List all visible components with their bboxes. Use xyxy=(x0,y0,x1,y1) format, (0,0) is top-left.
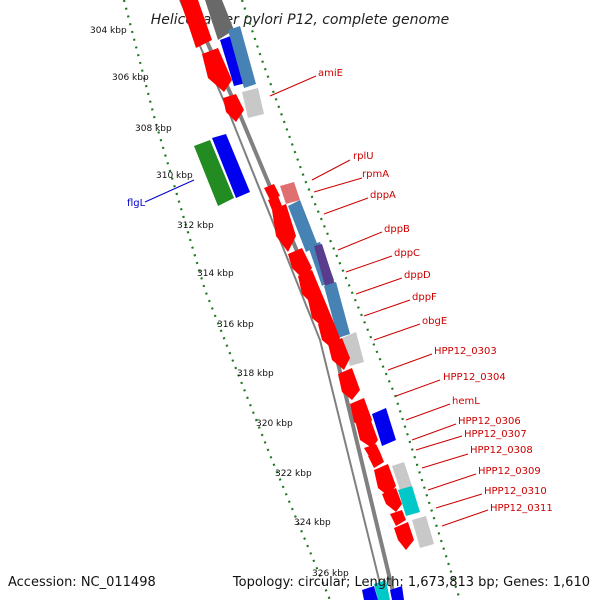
gene-label-HPP12_0306[interactable]: HPP12_0306 xyxy=(458,416,521,427)
genome-summary-text: Topology: circular; Length: 1,673,813 bp… xyxy=(232,575,590,590)
gene-arrow[interactable] xyxy=(223,94,244,122)
gene-arrow[interactable] xyxy=(412,516,434,548)
gene-arrow[interactable] xyxy=(202,48,232,92)
gene-label-dppD[interactable]: dppD xyxy=(404,270,431,281)
gene-arrow[interactable] xyxy=(374,580,390,600)
gene-arrow[interactable] xyxy=(382,488,402,512)
gene-label-obgE[interactable]: obgE xyxy=(422,316,447,327)
gene-arrow[interactable] xyxy=(374,464,396,496)
gene-arrow[interactable] xyxy=(338,368,360,400)
tick-label: 308 kbp xyxy=(135,124,172,134)
gene-arrow[interactable] xyxy=(212,134,250,198)
gene-label-rplU[interactable]: rplU xyxy=(353,151,374,162)
gene-label-dppF[interactable]: dppF xyxy=(412,292,437,303)
gene-label-HPP12_0311[interactable]: HPP12_0311 xyxy=(490,503,553,514)
tick-label: 314 kbp xyxy=(197,269,234,279)
gene-arrow[interactable] xyxy=(280,182,300,204)
backbone-line-inner xyxy=(179,0,385,600)
gene-label-dppB[interactable]: dppB xyxy=(384,224,410,235)
gene-label-hemL[interactable]: hemL xyxy=(452,396,480,407)
gene-arrow[interactable] xyxy=(272,204,296,252)
tick-label: 304 kbp xyxy=(90,26,127,36)
tick-label: 306 kbp xyxy=(112,73,149,83)
gene-arrow[interactable] xyxy=(308,294,332,328)
gene-arrow[interactable] xyxy=(328,338,350,370)
gene-label-flgL[interactable]: flgL xyxy=(127,198,146,209)
gene-arrow[interactable] xyxy=(268,196,282,210)
gene-arrow[interactable] xyxy=(398,486,420,516)
accession-text: Accession: NC_011498 xyxy=(8,575,156,590)
gene-arrow[interactable] xyxy=(364,444,380,458)
tick-label: 322 kbp xyxy=(275,469,312,479)
gene-label-dppC[interactable]: dppC xyxy=(394,248,420,259)
gene-label-rpmA[interactable]: rpmA xyxy=(362,169,389,180)
gene-arrow[interactable] xyxy=(288,248,312,280)
gene-arrow[interactable] xyxy=(228,26,256,88)
gene-arrow[interactable] xyxy=(392,462,412,490)
gene-arrow[interactable] xyxy=(242,88,264,118)
gene-label-HPP12_0308[interactable]: HPP12_0308 xyxy=(470,445,533,456)
gene-arrow[interactable] xyxy=(356,418,378,448)
gene-label-HPP12_0307[interactable]: HPP12_0307 xyxy=(464,429,527,440)
gene-arrow[interactable] xyxy=(288,200,318,252)
tick-label: 318 kbp xyxy=(237,369,274,379)
gene-arrow[interactable] xyxy=(324,282,350,338)
tick-label: 326 kbp xyxy=(312,569,349,579)
gene-label-HPP12_0309[interactable]: HPP12_0309 xyxy=(478,466,541,477)
gene-arrow[interactable] xyxy=(390,586,404,600)
tick-label: 312 kbp xyxy=(177,221,214,231)
gene-arrow[interactable] xyxy=(362,586,378,600)
tick-label: 324 kbp xyxy=(294,518,331,528)
tick-label: 310 kbp xyxy=(156,171,193,181)
gene-label-dppA[interactable]: dppA xyxy=(370,190,396,201)
gene-label-HPP12_0310[interactable]: HPP12_0310 xyxy=(484,486,547,497)
kbp-tick-labels: 304 kbp 306 kbp 308 kbp 310 kbp 312 kbp … xyxy=(90,26,349,579)
gene-arrow[interactable] xyxy=(180,0,212,48)
label-leader-lines xyxy=(144,75,489,527)
gene-label-HPP12_0304[interactable]: HPP12_0304 xyxy=(443,372,506,383)
gene-features xyxy=(180,0,434,600)
tick-label: 320 kbp xyxy=(256,419,293,429)
gene-labels: amiE flgL rplU rpmA dppA dppB dppC dppD … xyxy=(127,68,553,514)
gene-arrow[interactable] xyxy=(390,510,406,526)
gene-arrow[interactable] xyxy=(368,452,384,468)
tick-label: 316 kbp xyxy=(217,320,254,330)
gene-arrow[interactable] xyxy=(372,408,396,446)
gene-arrow[interactable] xyxy=(394,522,414,550)
gene-label-amiE[interactable]: amiE xyxy=(318,68,343,79)
gene-arrow[interactable] xyxy=(342,332,364,366)
gene-arrow[interactable] xyxy=(205,0,234,40)
gene-arrow[interactable] xyxy=(194,140,234,206)
gene-label-HPP12_0303[interactable]: HPP12_0303 xyxy=(434,346,497,357)
gene-arrow[interactable] xyxy=(264,184,280,200)
